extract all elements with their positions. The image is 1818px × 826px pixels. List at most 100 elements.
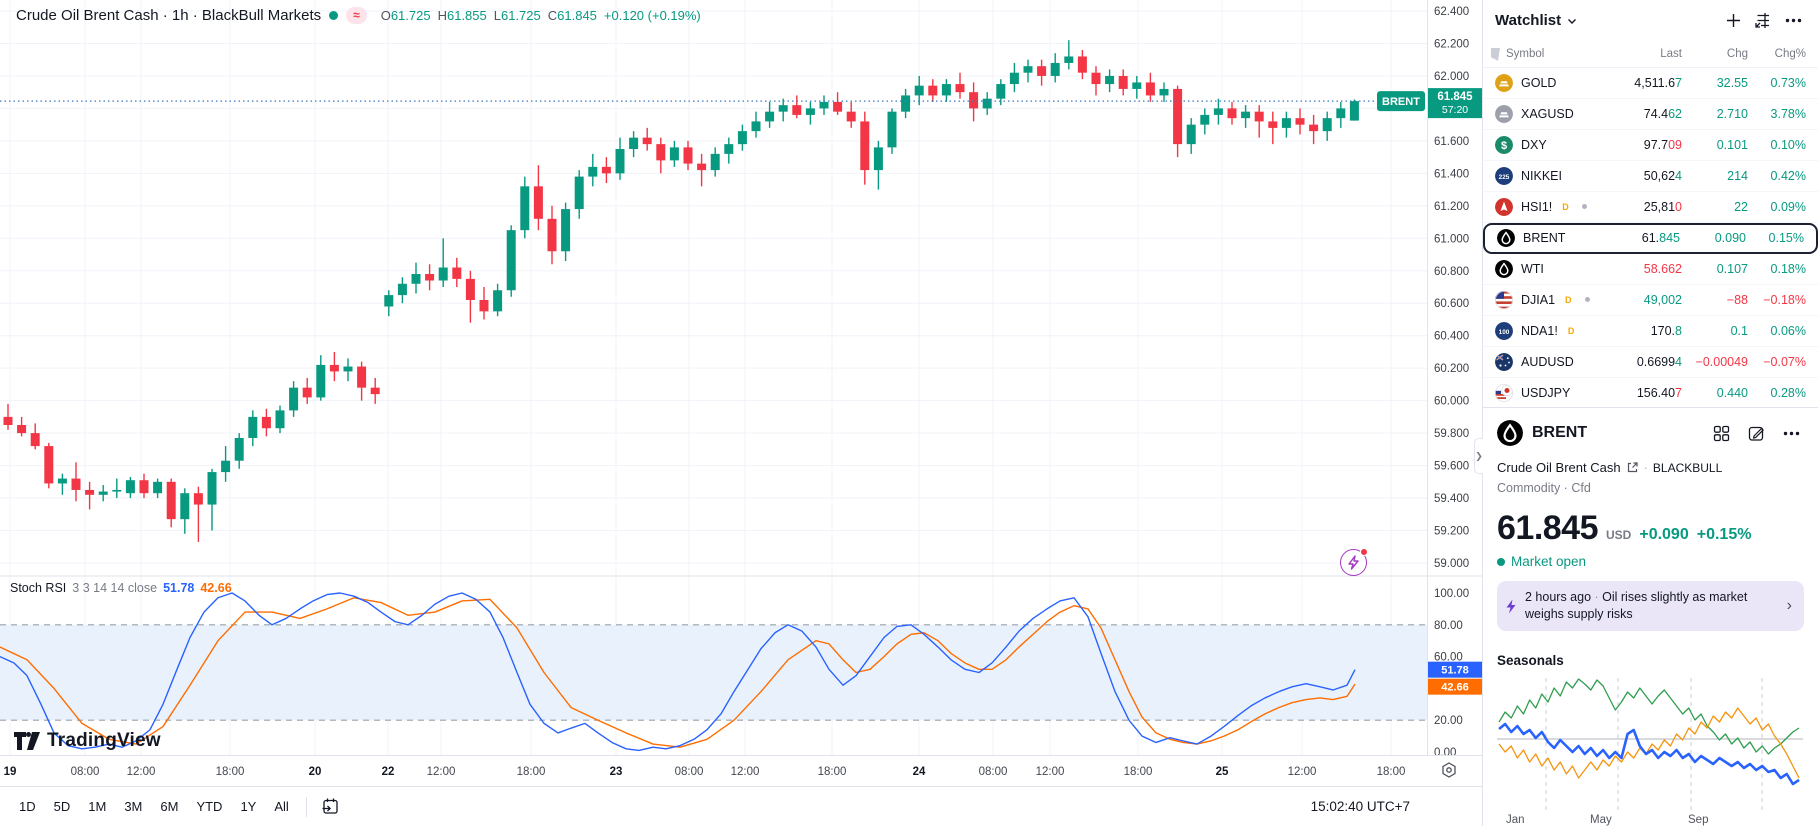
watchlist-row-NDA1[interactable]: 100 NDA1! D 170.8 0.1 0.06%: [1483, 316, 1818, 347]
oil-drop-icon: [1495, 259, 1513, 278]
australia-flag-icon: [1495, 352, 1513, 371]
symbol-name: GOLD: [1521, 75, 1557, 90]
svg-text:61.400: 61.400: [1434, 168, 1469, 180]
stoch-rsi-legend[interactable]: Stoch RSI 3 3 14 14 close 51.78 42.66: [10, 581, 232, 595]
svg-text:23: 23: [610, 766, 623, 778]
time-axis: 19 08:00 12:00 18:00 20 22 12:00 18:00 23 08:00 12…: [4, 766, 1406, 778]
watchlist-row-GOLD[interactable]: GOLD 4,511.67 32.55 0.73%: [1483, 68, 1818, 99]
go-to-date-button[interactable]: [315, 795, 346, 818]
ohlc-pair: C61.845: [547, 8, 597, 23]
range-button-1m[interactable]: 1M: [88, 799, 107, 814]
svg-text:225: 225: [1499, 174, 1510, 181]
watchlist-column-headers[interactable]: Symbol Last Chg Chg%: [1483, 42, 1818, 68]
add-symbol-button[interactable]: [1720, 8, 1746, 34]
flag-column-icon: [1491, 47, 1500, 61]
svg-text:12:00: 12:00: [1288, 766, 1317, 778]
range-button-all[interactable]: All: [274, 799, 289, 814]
watchlist-row-AUDUSD[interactable]: AUDUSD 0.66994 −0.00049 −0.07%: [1483, 347, 1818, 378]
range-button-ytd[interactable]: YTD: [196, 799, 223, 814]
chart-column: 62.40062.20062.00061.80061.60061.40061.2…: [0, 0, 1482, 818]
svg-text:60.000: 60.000: [1434, 396, 1469, 408]
session-clock[interactable]: 15:02:40 UTC+7: [1310, 799, 1410, 814]
main-chart-svg[interactable]: 62.40062.20062.00061.80061.60061.40061.2…: [0, 0, 1482, 786]
delayed-data-badge: D: [1567, 325, 1575, 336]
last-price-cell: 61.845: [1641, 231, 1680, 246]
svg-text:61.845: 61.845: [1437, 91, 1473, 103]
symbol-legend[interactable]: Crude Oil Brent Cash · 1h · BlackBull Ma…: [16, 7, 701, 24]
watchlist-row-DJIA1[interactable]: DJIA1 D 49,002 −88 −0.18%: [1483, 285, 1818, 316]
symbol-name: BRENT: [1523, 231, 1566, 246]
symbol-name: NIKKEI: [1521, 168, 1562, 183]
column-symbol: Symbol: [1506, 48, 1545, 61]
indicator-params: 3 3 14 14 close: [72, 581, 158, 595]
svg-text:18:00: 18:00: [216, 766, 245, 778]
list-layout-button[interactable]: [1750, 8, 1776, 34]
detail-full-name[interactable]: Crude Oil Brent Cash: [1497, 460, 1621, 476]
stoch-k-line: [0, 592, 1356, 752]
watchlist-row-DXY[interactable]: $ DXY 97.709 0.101 0.10%: [1483, 130, 1818, 161]
change-pct-cell: 3.78%: [1770, 106, 1806, 121]
range-button-1y[interactable]: 1Y: [240, 799, 257, 814]
svg-text:42.66: 42.66: [1441, 682, 1469, 694]
ohlc-pair: H61.855: [437, 8, 487, 23]
chevron-down-icon[interactable]: [1565, 14, 1579, 28]
calendar-icon: [322, 798, 338, 814]
range-button-3m[interactable]: 3M: [124, 799, 143, 814]
tradingview-logo[interactable]: TradingView: [14, 730, 161, 752]
change-pct-cell: 0.15%: [1768, 231, 1804, 246]
svg-text:18:00: 18:00: [1377, 766, 1406, 778]
ideas-flash-button[interactable]: [1340, 548, 1368, 576]
watchlist-more-button[interactable]: [1780, 8, 1806, 34]
range-button-6m[interactable]: 6M: [160, 799, 179, 814]
watchlist-row-WTI[interactable]: WTI 58.662 0.107 0.18%: [1483, 254, 1818, 285]
watchlist-row-BRENT[interactable]: BRENT 61.845 0.090 0.15%: [1483, 222, 1818, 254]
svg-text:60.800: 60.800: [1434, 266, 1469, 278]
seasonal-line-green: [1498, 678, 1800, 755]
svg-text:60.600: 60.600: [1434, 298, 1469, 310]
time-axis-settings-icon[interactable]: [1442, 762, 1456, 778]
change-cell: 22: [1734, 199, 1748, 214]
widgets-grid-button[interactable]: [1708, 420, 1734, 446]
nikkei-225-icon: 225: [1495, 166, 1513, 185]
watchlist-header: Watchlist: [1483, 0, 1818, 42]
nasdaq-100-icon: 100: [1495, 321, 1513, 340]
watchlist-row-NIKKEI[interactable]: 225 NIKKEI 50,624 214 0.42%: [1483, 161, 1818, 192]
toolbar-divider: [305, 796, 307, 817]
watchlist-title[interactable]: Watchlist: [1495, 12, 1562, 30]
symbol-detail-panel: BRENT: [1483, 407, 1818, 826]
watchlist-row-USDJPY[interactable]: USDJPY 156.407 0.440 0.28%: [1483, 378, 1818, 407]
change-cell: −0.00049: [1695, 354, 1748, 369]
watchlist-row-HSI1[interactable]: HSI1! D 25,810 22 0.09%: [1483, 192, 1818, 223]
edit-pencil-icon: [1748, 426, 1764, 441]
range-button-5d[interactable]: 5D: [53, 799, 71, 814]
detail-exchange: BLACKBULL: [1652, 460, 1723, 475]
market-status: Market open: [1497, 554, 1804, 569]
grid-layer: 62.40062.20062.00061.80061.60061.40061.2…: [0, 0, 1469, 755]
last-price-cell: 74.462: [1643, 106, 1682, 121]
change-pct-cell: 0.06%: [1770, 323, 1806, 338]
news-headline: Oil rises slightly as market weighs supp…: [1525, 590, 1748, 622]
news-headline-card[interactable]: 2 hours ago · Oil rises slightly as mark…: [1497, 581, 1804, 631]
external-link-icon[interactable]: [1626, 461, 1639, 474]
status-dot: [1581, 204, 1587, 210]
market-status-dot-icon: [329, 11, 339, 20]
svg-text:100.00: 100.00: [1434, 588, 1469, 600]
compose-button[interactable]: [1743, 420, 1769, 446]
seasonals-chart[interactable]: Jan May Sep: [1497, 674, 1803, 826]
range-button-1d[interactable]: 1D: [19, 799, 36, 814]
gold-bars-icon: [1495, 73, 1513, 92]
svg-text:62.000: 62.000: [1434, 71, 1469, 83]
stoch-rsi-pane: 100.00 80.00 60.00 20.00 0.00 51.78 42.66: [0, 588, 1482, 759]
svg-text:12:00: 12:00: [127, 766, 156, 778]
delayed-data-badge: D: [1562, 201, 1569, 212]
svg-text:12:00: 12:00: [427, 766, 456, 778]
candles-layer: [3, 40, 1359, 542]
svg-text:51.78: 51.78: [1441, 665, 1469, 677]
detail-more-button[interactable]: [1778, 420, 1804, 446]
svg-text:59.200: 59.200: [1434, 526, 1469, 538]
watchlist-row-XAGUSD[interactable]: XAGUSD 74.462 2.710 3.78%: [1483, 99, 1818, 130]
panel-collapse-handle[interactable]: ❯: [1474, 438, 1483, 474]
svg-text:18:00: 18:00: [1124, 766, 1153, 778]
svg-text:20.00: 20.00: [1434, 715, 1463, 727]
chart-title: Crude Oil Brent Cash · 1h · BlackBull Ma…: [16, 7, 322, 24]
